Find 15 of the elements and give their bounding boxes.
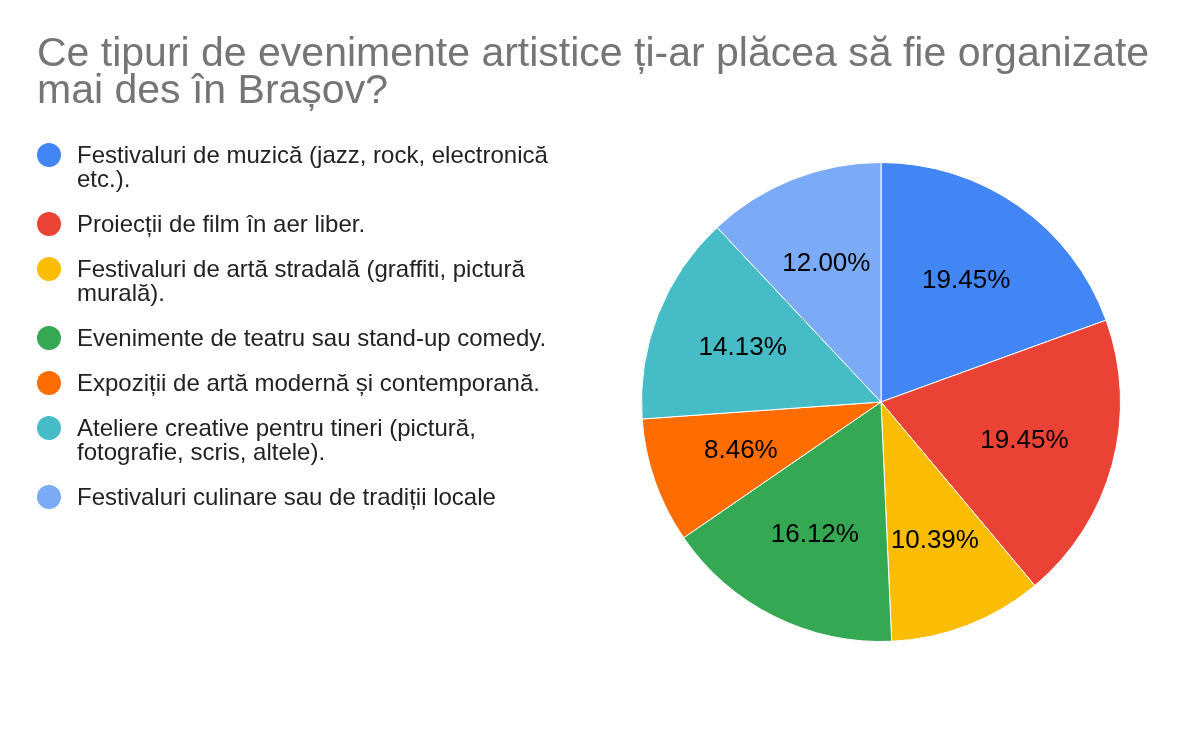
- data-label: 10.39%: [890, 523, 979, 554]
- legend-label: Festivaluri de muzică (jazz, rock, electronică etc.).: [77, 141, 549, 192]
- data-label: 8.46%: [703, 434, 778, 465]
- data-label: 16.12%: [770, 518, 859, 549]
- data-label: 19.45%: [922, 263, 1011, 294]
- chart-title: Ce tipuri de evenimente artistice ți-ar plăcea să fie organizate mai des în Brașov?: [37, 29, 1151, 112]
- data-label: 19.45%: [980, 423, 1069, 454]
- data-label: 12.00%: [782, 247, 871, 278]
- legend-label: Festivaluri de artă stradală (graffiti, pictură murală).: [77, 255, 526, 306]
- data-label: 14.13%: [698, 331, 787, 362]
- legend-label: Expoziții de artă modernă și contemporană.: [77, 369, 541, 396]
- legend-label: Evenimente de teatru sau stand-up comedy.: [77, 324, 548, 351]
- legend-label: Proiecții de film în aer liber.: [77, 210, 367, 237]
- legend-label: Ateliere creative pentru tineri (pictură, fotografie, scris, altele).: [77, 414, 477, 465]
- legend-label: Festivaluri culinare sau de tradiții locale: [77, 483, 497, 510]
